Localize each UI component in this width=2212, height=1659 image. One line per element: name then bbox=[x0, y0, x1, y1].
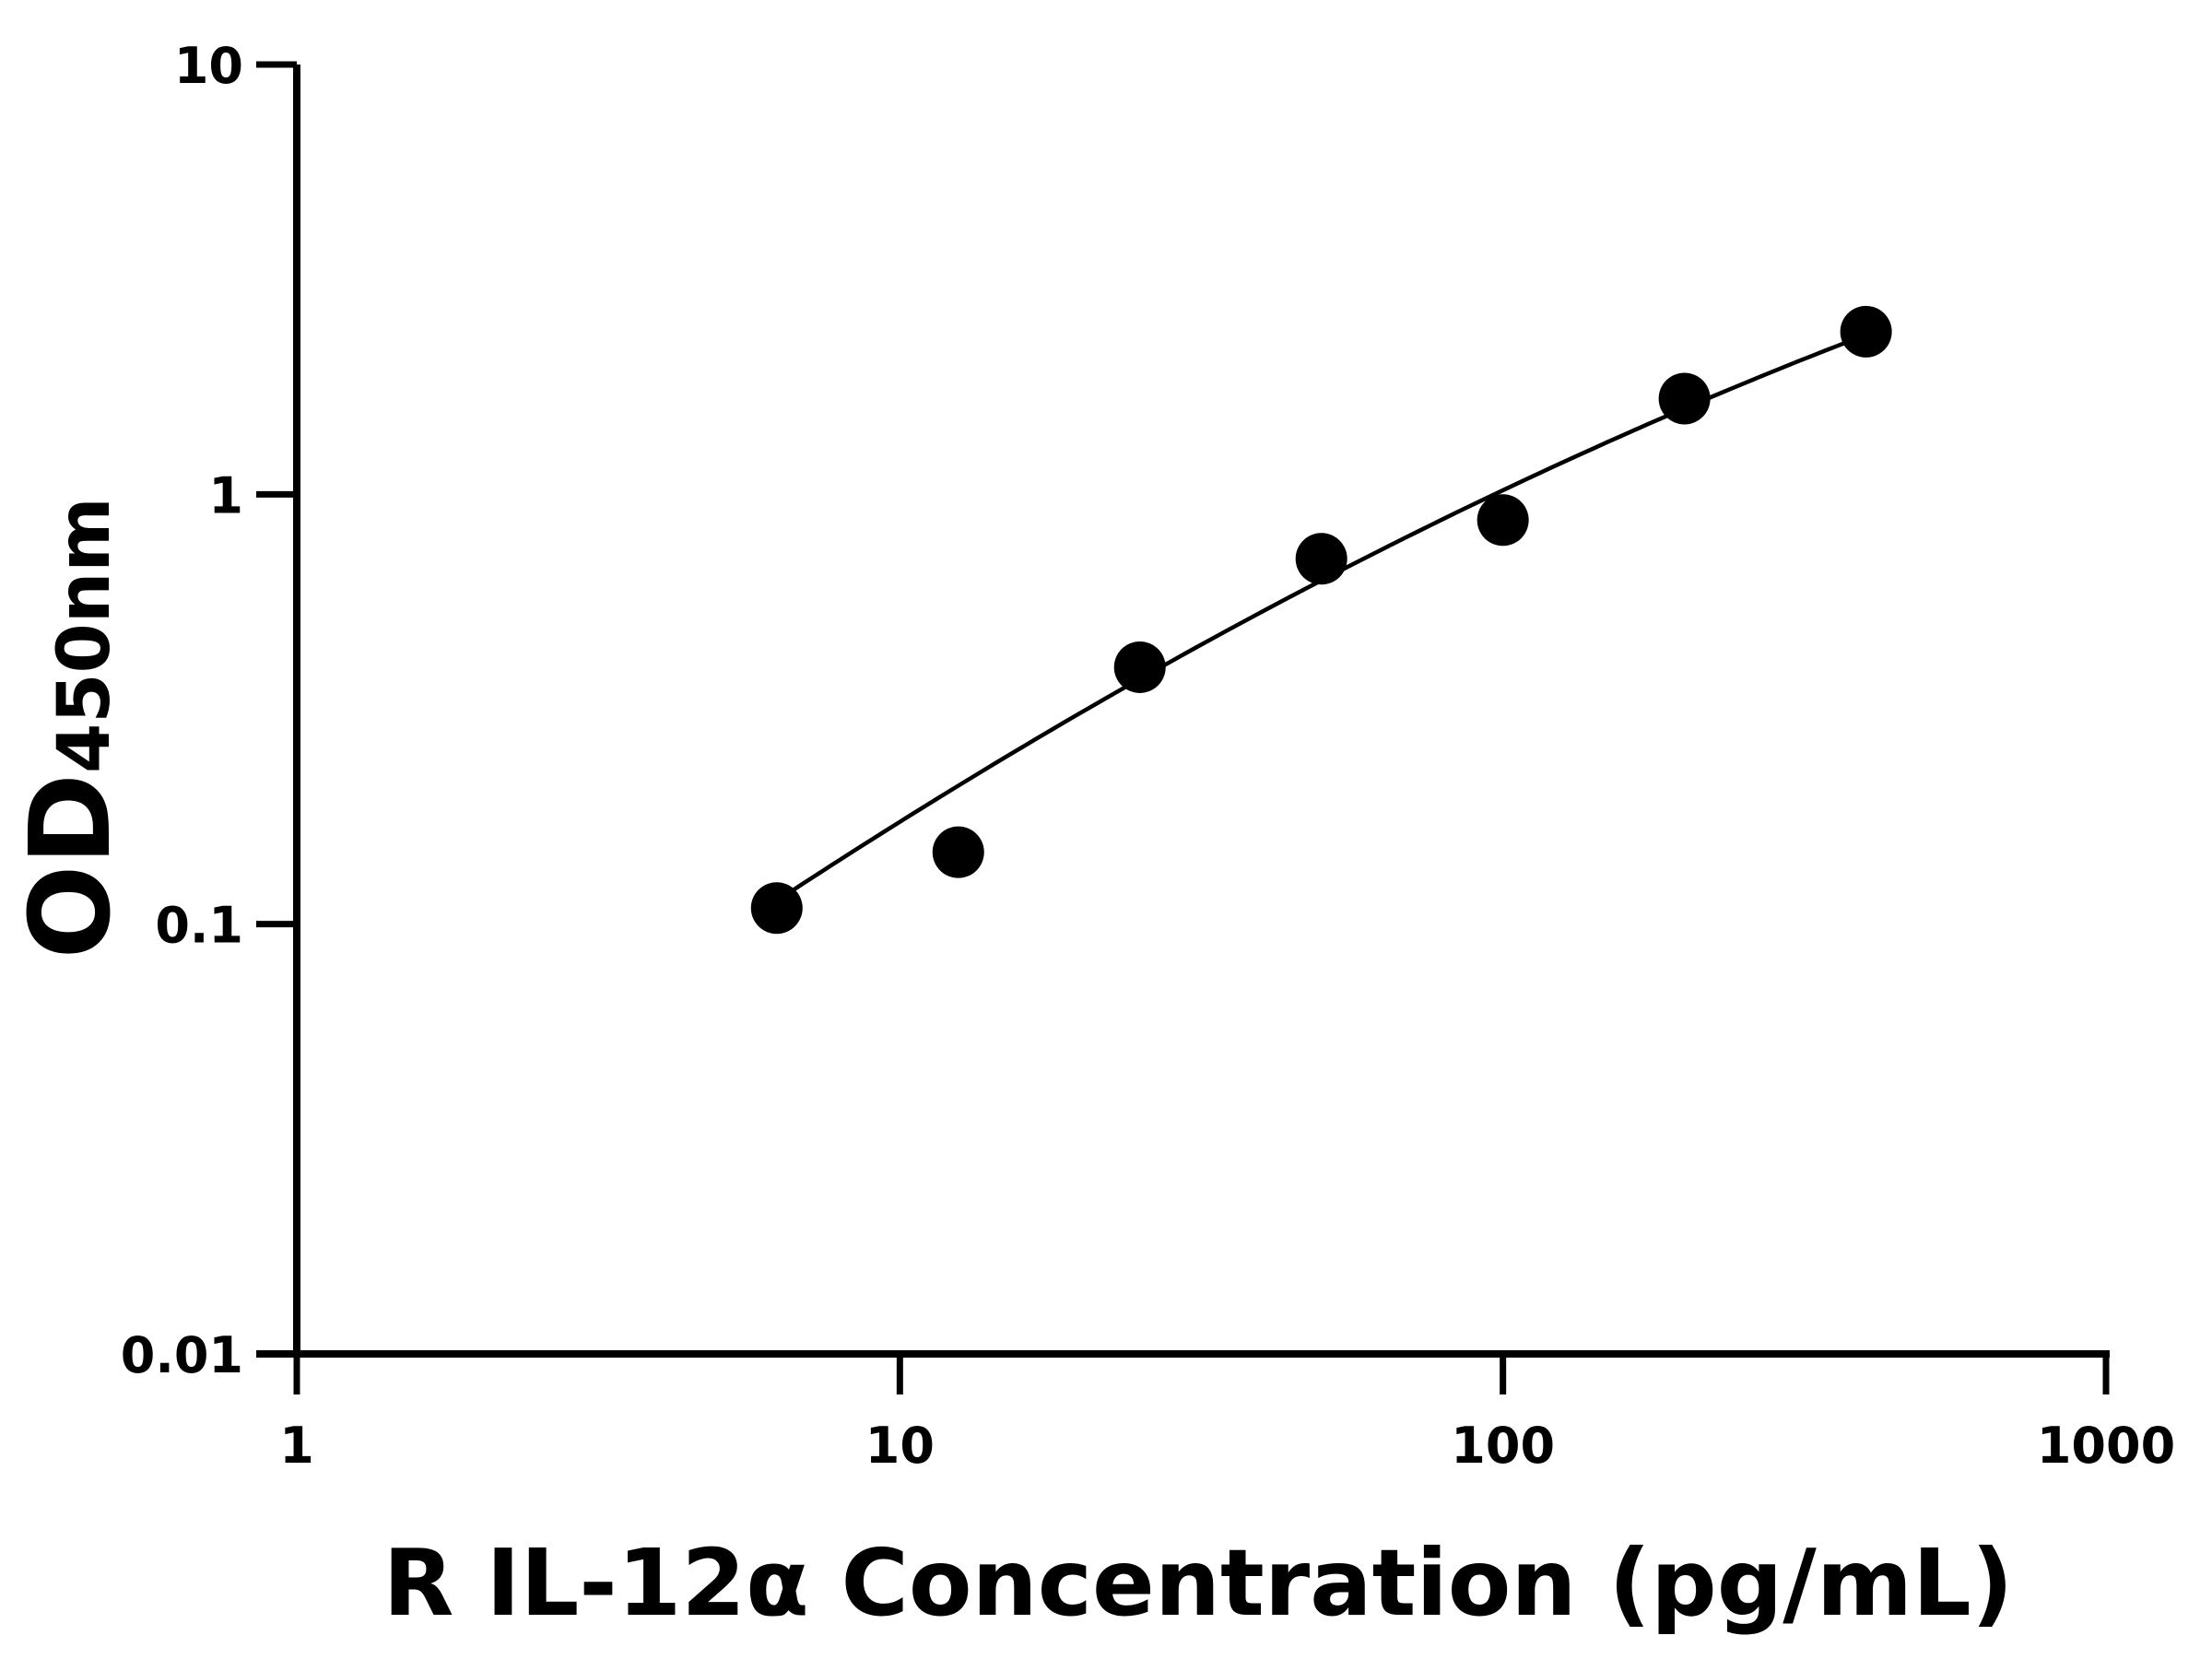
data-point bbox=[1658, 372, 1711, 425]
x-tick-label: 1000 bbox=[2037, 1417, 2175, 1475]
y-tick-label: 10 bbox=[174, 37, 243, 95]
data-points-layer bbox=[750, 305, 1892, 935]
y-tick-label: 0.1 bbox=[155, 897, 243, 955]
y-tick-label: 1 bbox=[208, 466, 243, 524]
fit-curve-layer bbox=[775, 333, 1867, 903]
x-tick-label: 100 bbox=[1451, 1417, 1555, 1475]
x-tick-label: 10 bbox=[865, 1417, 935, 1475]
data-point bbox=[750, 882, 803, 935]
data-point bbox=[1840, 305, 1892, 358]
y-axis-label-subscript: 450nm bbox=[43, 497, 126, 773]
data-point bbox=[1113, 641, 1166, 693]
x-tick-label: 1 bbox=[279, 1417, 314, 1475]
y-axis-label-main: OD bbox=[7, 773, 135, 959]
data-point bbox=[1477, 494, 1529, 547]
y-tick-label: 0.01 bbox=[121, 1326, 243, 1384]
x-axis-label: R IL-12α Concentration (pg/mL) bbox=[383, 1529, 2014, 1637]
axes: 1 10 100 1000 0.01 0.1 1 10 bbox=[121, 37, 2175, 1475]
data-point bbox=[1295, 533, 1347, 585]
y-axis-label: OD450nm bbox=[7, 497, 135, 959]
data-point bbox=[932, 826, 984, 878]
fit-curve-line bbox=[775, 333, 1867, 903]
